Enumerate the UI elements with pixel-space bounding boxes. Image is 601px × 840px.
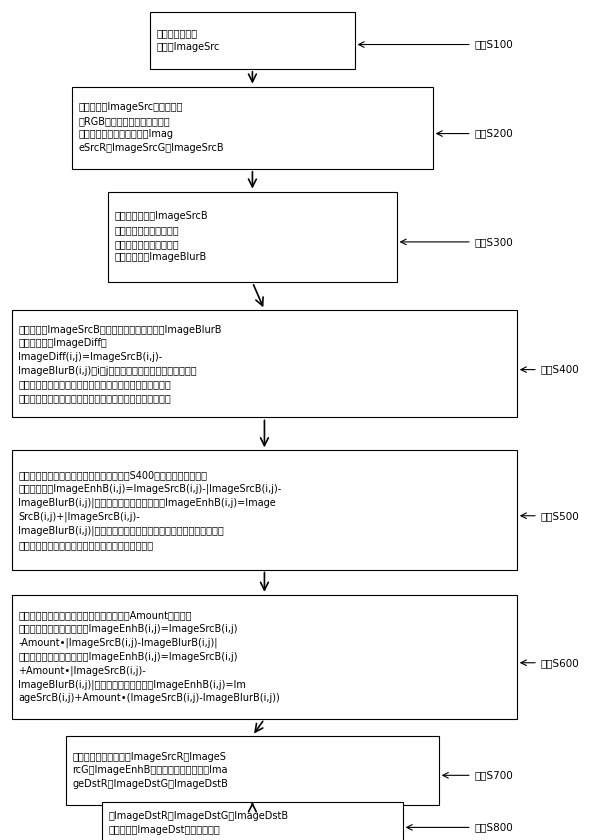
- Text: 在鼻腔内实时采
集图像ImageSrc: 在鼻腔内实时采 集图像ImageSrc: [156, 29, 219, 52]
- FancyBboxPatch shape: [66, 736, 439, 805]
- Text: 步骤S400: 步骤S400: [541, 365, 579, 375]
- Text: 步骤S300: 步骤S300: [475, 237, 513, 247]
- FancyBboxPatch shape: [12, 450, 517, 570]
- Text: 对叠加差分结果后的图像增加一个放大系数Amount的细节拉
伸，得到：呈暗色的血管：ImageEnhB(i,j)=ImageSrcB(i,j)
-Amount•: 对叠加差分结果后的图像增加一个放大系数Amount的细节拉 伸，得到：呈暗色的血…: [18, 611, 280, 703]
- FancyBboxPatch shape: [150, 12, 355, 69]
- FancyBboxPatch shape: [102, 802, 403, 840]
- Text: 步骤S700: 步骤S700: [475, 770, 513, 780]
- Text: 步骤S800: 步骤S800: [475, 822, 513, 832]
- Text: 使用原图像ImageSrcB和均值滤波后的模糊图像ImageBlurB
取差分，得到ImageDiff：
ImageDiff(i,j)=ImageSrcB(i,: 使用原图像ImageSrcB和均值滤波后的模糊图像ImageBlurB 取差分，…: [18, 325, 222, 402]
- Text: 步骤S100: 步骤S100: [475, 39, 513, 50]
- Text: 将ImageDstR、ImageDstG、ImageDstB
重新组合成ImageDst，并输出图像: 将ImageDstR、ImageDstG、ImageDstB 重新组合成Imag…: [108, 811, 288, 835]
- FancyBboxPatch shape: [108, 192, 397, 282]
- FancyBboxPatch shape: [12, 310, 517, 417]
- FancyBboxPatch shape: [72, 87, 433, 169]
- Text: 步骤S500: 步骤S500: [541, 511, 579, 521]
- Text: 步骤S200: 步骤S200: [475, 129, 513, 139]
- Text: 对蓝色通道图像ImageSrcB
进行空域低通滤波，得到
一张表征着原图像低频成
分的模糊图像ImageBlurB: 对蓝色通道图像ImageSrcB 进行空域低通滤波，得到 一张表征着原图像低频成…: [114, 212, 208, 262]
- Text: 将原图像的ImageSrc按彩色图像
的RGB模型分解为红绿蓝三个通
道的灰度图像，分别对应为Imag
eSrcR、ImageSrcG、ImageSrcB: 将原图像的ImageSrc按彩色图像 的RGB模型分解为红绿蓝三个通 道的灰度图…: [78, 102, 224, 153]
- FancyBboxPatch shape: [12, 595, 517, 719]
- Text: 在原图像的基础上，叠加差分结果，由步骤S400的正负关系可知：呈
暗色的血管：ImageEnhB(i,j)=ImageSrcB(i,j)-|ImageSrcB(: 在原图像的基础上，叠加差分结果，由步骤S400的正负关系可知：呈 暗色的血管：I…: [18, 470, 281, 550]
- Text: 对三个通道的灰度图像ImageSrcR、ImageS
rcG、ImageEnhB进行重组，结果表示为Ima
geDstR、ImageDstG、ImageDstB: 对三个通道的灰度图像ImageSrcR、ImageS rcG、ImageEnhB…: [72, 752, 228, 789]
- Text: 步骤S600: 步骤S600: [541, 658, 579, 668]
